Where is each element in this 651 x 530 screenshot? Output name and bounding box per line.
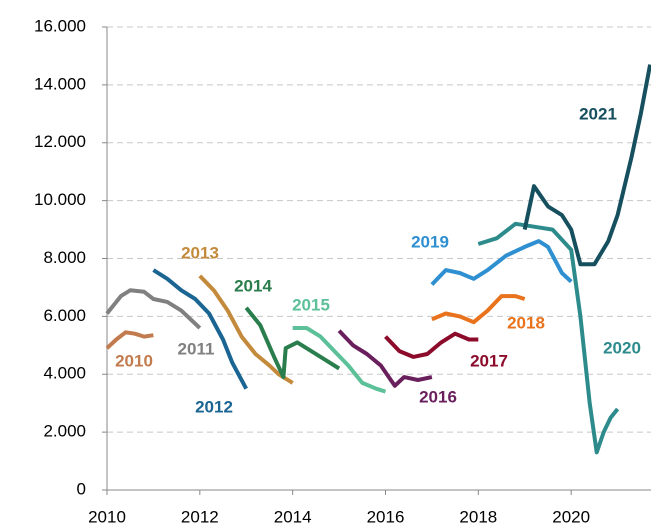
series-line: [292, 326, 387, 394]
x-tick-label: 2010: [88, 507, 126, 526]
x-tick-label: 2016: [367, 507, 405, 526]
series-label: 2021: [579, 104, 617, 123]
series-line: [337, 329, 433, 388]
y-tick-label: 12.000: [34, 132, 86, 151]
x-tick-label: 2012: [181, 507, 219, 526]
y-tick-label: 14.000: [34, 74, 86, 93]
y-tick-label: 2.000: [43, 422, 86, 441]
series-line: [431, 294, 526, 325]
series-label: 2014: [234, 276, 272, 295]
x-tick-label: 2014: [274, 507, 312, 526]
series-label: 2012: [195, 397, 233, 416]
y-tick-label: 6.000: [43, 306, 86, 325]
series-label: 2018: [507, 313, 545, 332]
series-label: 2019: [411, 232, 449, 251]
series-line: [244, 306, 341, 380]
series-line: [522, 64, 651, 267]
series-line: [384, 331, 479, 359]
y-tick-label: 8.000: [43, 248, 86, 267]
series-label: 2011: [178, 339, 215, 358]
series-label: 2017: [470, 351, 508, 370]
series-label: 2013: [181, 243, 219, 262]
x-tick-label: 2020: [552, 507, 590, 526]
series-label: 2015: [292, 295, 330, 314]
series-line: [105, 288, 202, 330]
y-tick-label: 10.000: [34, 190, 86, 209]
series-line: [105, 330, 154, 350]
series-line: [477, 221, 620, 455]
series-label: 2020: [603, 338, 641, 357]
series-label: 2016: [419, 387, 457, 406]
series-label: 2010: [115, 351, 153, 370]
y-tick-label: 4.000: [43, 364, 86, 383]
y-tick-label: 0: [77, 479, 86, 498]
y-tick-label: 16.000: [34, 16, 86, 35]
series-line: [430, 239, 573, 286]
x-tick-label: 2018: [459, 507, 497, 526]
series-line: [152, 268, 248, 390]
series-line: [198, 274, 294, 385]
